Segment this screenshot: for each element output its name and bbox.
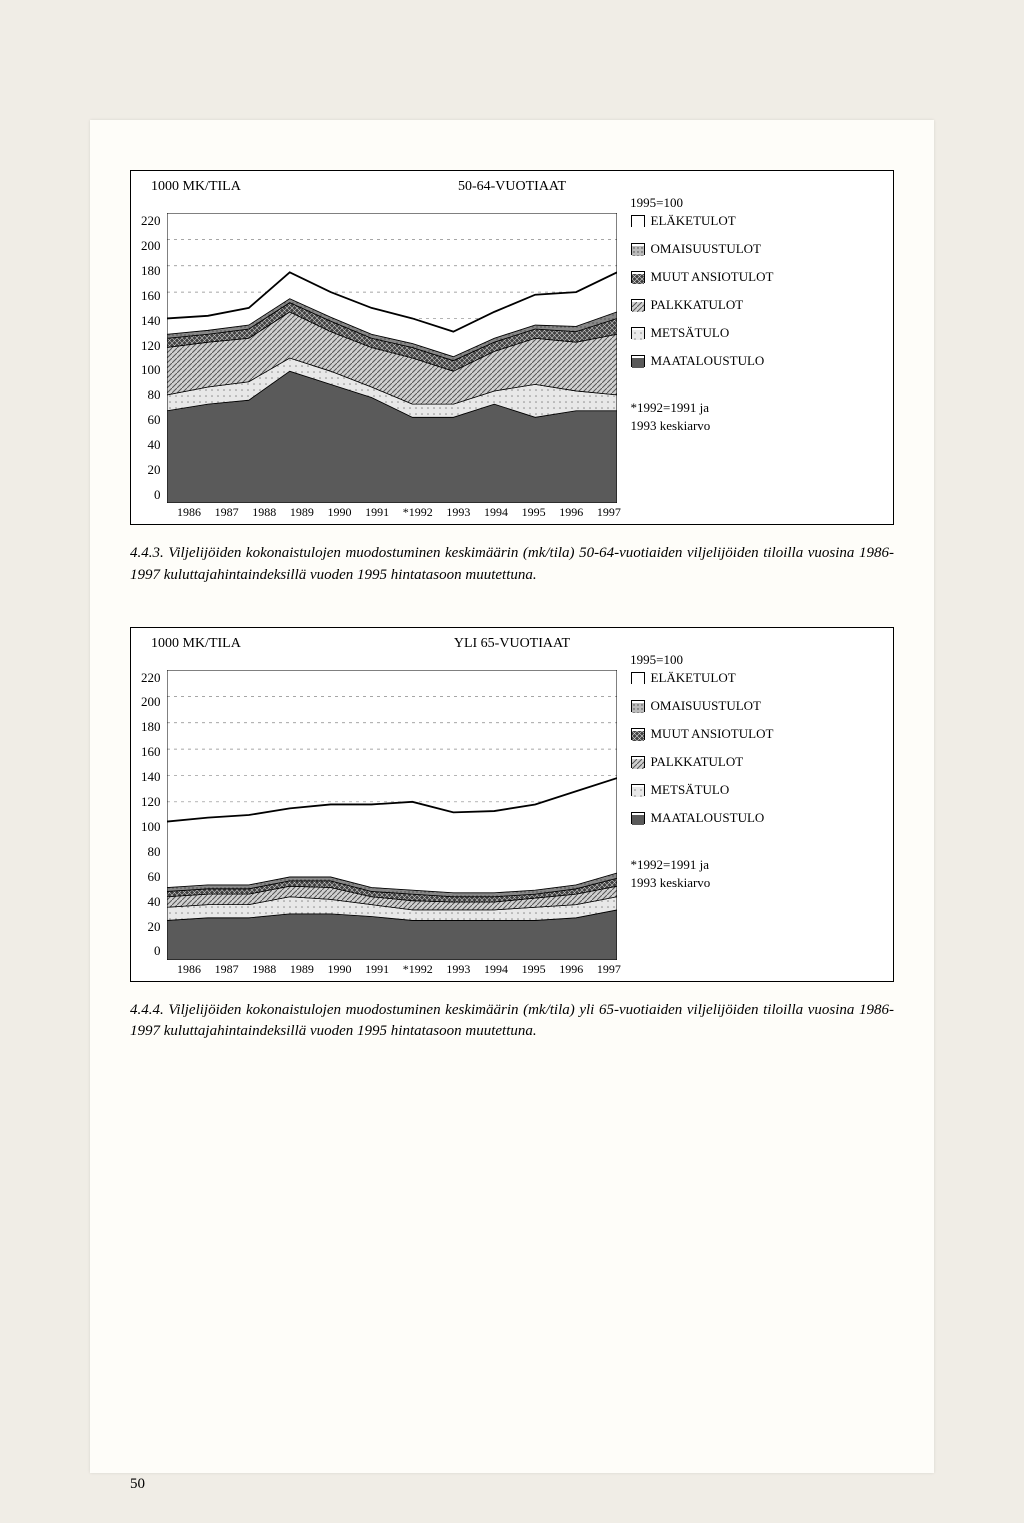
caption-2: 4.4.4. Viljelijöiden kokonaistulojen muo… [130,1000,894,1044]
plot-area [167,670,617,960]
legend-item: PALKKATULOT [631,754,787,770]
footnote-line: *1992=1991 ja [631,856,787,874]
legend-item: METSÄTULO [631,782,787,798]
legend-item: METSÄTULO [631,325,787,341]
plot-area [167,213,617,503]
legend-item: MUUT ANSIOTULOT [631,726,787,742]
footnote-line: 1993 keskiarvo [631,874,787,892]
legend-item: ELÄKETULOT [631,670,787,686]
footnote: *1992=1991 ja 1993 keskiarvo [631,856,787,892]
x-axis: 198619871988198919901991*199219931994199… [141,505,621,520]
index-label: 1995=100 [630,652,683,668]
y-axis: 220200180160140120100806040200 [141,213,167,503]
legend-item: MUUT ANSIOTULOT [631,269,787,285]
unit-label: 1000 MK/TILA [151,179,241,195]
unit-label: 1000 MK/TILA [151,636,241,652]
chart-title: 50-64-VUOTIAAT [141,179,883,195]
legend-item: MAATALOUSTULO [631,810,787,826]
page: 1000 MK/TILA 50-64-VUOTIAAT 1995=100 220… [90,120,934,1473]
footnote: *1992=1991 ja 1993 keskiarvo [631,399,787,435]
legend-item: OMAISUUSTULOT [631,241,787,257]
chart-2: 1000 MK/TILA YLI 65-VUOTIAAT 1995=100 22… [130,627,894,982]
legend: ELÄKETULOT OMAISUUSTULOT MUUT ANSIOTULOT PA… [617,213,787,503]
chart-title: YLI 65-VUOTIAAT [141,636,883,652]
legend-item: ELÄKETULOT [631,213,787,229]
legend-item: OMAISUUSTULOT [631,698,787,714]
legend-item: PALKKATULOT [631,297,787,313]
page-number: 50 [130,1476,145,1493]
x-axis: 198619871988198919901991*199219931994199… [141,962,621,977]
chart-1: 1000 MK/TILA 50-64-VUOTIAAT 1995=100 220… [130,170,894,525]
legend-item: MAATALOUSTULO [631,353,787,369]
y-axis: 220200180160140120100806040200 [141,670,167,960]
footnote-line: 1993 keskiarvo [631,417,787,435]
footnote-line: *1992=1991 ja [631,399,787,417]
caption-1: 4.4.3. Viljelijöiden kokonaistulojen muo… [130,543,894,587]
index-label: 1995=100 [630,195,683,211]
legend: ELÄKETULOT OMAISUUSTULOT MUUT ANSIOTULOT PA… [617,670,787,960]
